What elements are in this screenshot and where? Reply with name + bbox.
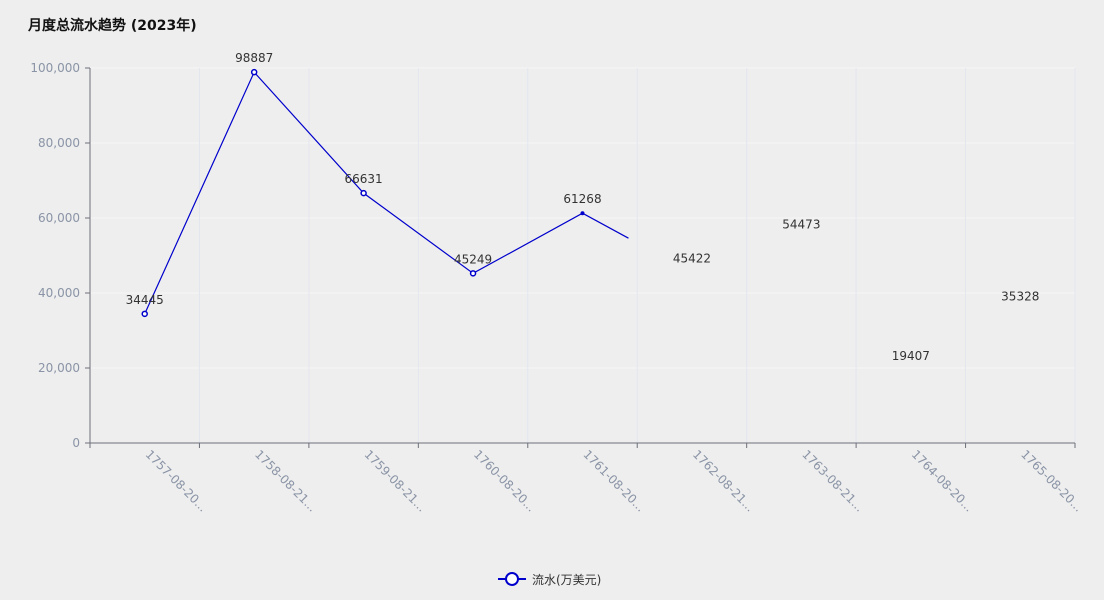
legend-swatch-icon: [498, 572, 526, 586]
y-tick-label: 20,000: [38, 361, 80, 375]
x-tick-label: 1765-08-20...: [1018, 447, 1085, 514]
data-label: 61268: [563, 192, 601, 206]
chart-title: 月度总流水趋势 (2023年): [28, 18, 197, 34]
x-tick-label: 1758-08-21...: [252, 447, 319, 514]
data-label: 45249: [454, 252, 492, 266]
x-tick-label: 1759-08-21...: [361, 447, 428, 514]
data-label: 45422: [673, 252, 711, 266]
x-tick-label: 1760-08-20...: [471, 447, 538, 514]
y-tick-label: 0: [72, 436, 80, 450]
x-tick-label: 1762-08-21...: [690, 447, 757, 514]
legend[interactable]: 流水(万美元): [498, 569, 601, 589]
data-point[interactable]: [360, 189, 367, 197]
legend-label: 流水(万美元): [532, 572, 602, 587]
x-tick-label: 1763-08-21...: [799, 447, 866, 514]
y-tick-label: 100,000: [30, 61, 80, 75]
data-point[interactable]: [141, 310, 148, 318]
y-tick-label: 80,000: [38, 136, 80, 150]
data-label: 35328: [1001, 290, 1039, 304]
data-label: 19407: [892, 349, 930, 363]
x-tick-label: 1761-08-20...: [580, 447, 647, 514]
y-tick-label: 40,000: [38, 286, 80, 300]
data-label: 34445: [126, 293, 164, 307]
series-line: [144, 71, 629, 315]
data-label: 98887: [235, 51, 273, 65]
data-point[interactable]: [580, 211, 585, 216]
x-tick-label: 1764-08-20...: [909, 447, 976, 514]
y-tick-label: 60,000: [38, 211, 80, 225]
data-label: 54473: [782, 218, 820, 232]
data-label: 66631: [345, 172, 383, 186]
x-tick-label: 1757-08-20...: [143, 447, 210, 514]
data-point[interactable]: [250, 68, 258, 76]
data-point[interactable]: [469, 270, 477, 277]
